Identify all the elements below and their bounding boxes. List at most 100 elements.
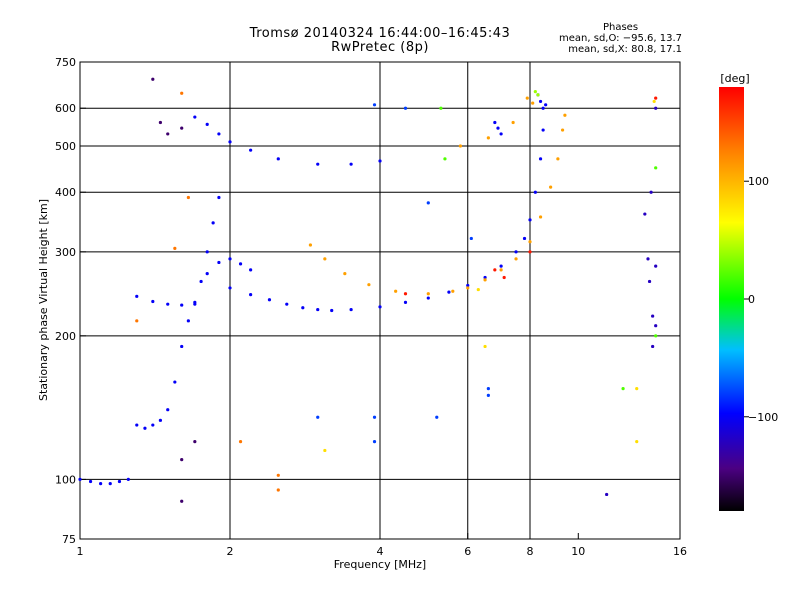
data-point — [654, 166, 658, 170]
data-point — [99, 481, 103, 486]
y-tick-label: 75 — [62, 533, 76, 546]
data-point — [426, 201, 430, 205]
data-point — [493, 120, 497, 125]
data-point — [486, 387, 490, 391]
data-point — [643, 212, 647, 216]
y-tick-label: 500 — [55, 140, 76, 153]
y-tick-label: 400 — [55, 186, 76, 199]
data-point — [205, 122, 209, 126]
data-point — [556, 157, 560, 161]
data-point — [394, 289, 398, 293]
data-point — [249, 293, 253, 297]
data-point — [372, 415, 377, 419]
x-tick-label: 1 — [77, 545, 84, 558]
data-point — [316, 162, 320, 166]
data-point — [180, 91, 184, 95]
phase-stats-heading: Phases — [602, 22, 639, 33]
y-tick-label: 300 — [55, 246, 76, 259]
data-point — [323, 257, 327, 261]
data-point — [205, 250, 209, 254]
data-point — [499, 132, 503, 136]
data-point — [180, 458, 184, 462]
data-point — [652, 99, 656, 104]
axis-ticks: 1 2 4 6 8 10 16 75 100 200 300 400 500 600 750 — [55, 56, 687, 558]
data-point — [186, 319, 190, 323]
data-point — [426, 292, 430, 296]
data-point — [654, 106, 658, 110]
x-tick-label: 6 — [464, 545, 471, 558]
data-point — [651, 344, 655, 349]
data-point — [511, 120, 515, 125]
data-point — [205, 272, 209, 276]
data-point — [180, 499, 184, 503]
data-point — [635, 387, 639, 391]
data-point — [173, 380, 177, 384]
data-point — [522, 236, 527, 241]
colorbar-ticks: 100 0 −100 — [744, 175, 778, 424]
data-point — [267, 298, 272, 302]
data-point — [249, 148, 253, 152]
data-point — [316, 307, 320, 312]
x-axis-label: Frequency [MHz] — [334, 558, 426, 571]
data-point — [651, 314, 655, 318]
x-tick-label: 4 — [377, 545, 384, 558]
data-point — [533, 90, 537, 94]
data-point — [180, 303, 184, 307]
x-tick-label: 8 — [527, 545, 534, 558]
data-point — [447, 290, 451, 294]
data-point — [403, 106, 408, 110]
data-point — [654, 334, 658, 338]
data-point — [483, 278, 487, 282]
x-tick-label: 2 — [227, 545, 234, 558]
data-point — [403, 292, 408, 296]
data-point — [285, 302, 289, 306]
data-point — [228, 286, 232, 290]
data-point — [126, 477, 130, 482]
grid — [80, 62, 680, 539]
data-point — [349, 162, 353, 166]
data-point — [166, 132, 170, 136]
colorbar-label: [deg] — [720, 72, 749, 85]
data-point — [276, 473, 280, 477]
data-points — [78, 77, 658, 503]
data-point — [563, 113, 567, 117]
data-point — [466, 283, 470, 288]
data-point — [199, 279, 203, 284]
data-point — [301, 306, 305, 310]
y-tick-label: 100 — [55, 473, 76, 486]
data-point — [378, 305, 382, 309]
data-point — [143, 426, 147, 430]
data-point — [654, 324, 658, 328]
data-point — [151, 77, 155, 81]
data-point — [528, 250, 532, 254]
data-point — [211, 221, 215, 225]
data-point — [249, 268, 253, 272]
y-tick-label: 600 — [55, 102, 76, 115]
data-point — [108, 481, 112, 486]
data-point — [605, 492, 609, 497]
phase-stats: Phases mean, sd,O: −95.6, 13.7 mean, sd,… — [559, 22, 682, 55]
data-point — [483, 275, 487, 280]
colorbar-tick-label: 0 — [748, 293, 755, 306]
data-point — [78, 477, 82, 482]
data-point — [173, 246, 177, 250]
data-point — [166, 408, 170, 412]
chart-subtitle: RwPretec (8p) — [331, 40, 429, 55]
data-point — [654, 264, 658, 268]
data-point — [533, 190, 537, 194]
data-point — [372, 103, 377, 107]
data-point — [276, 488, 280, 492]
data-point — [238, 440, 243, 444]
y-tick-label: 750 — [55, 56, 76, 69]
data-point — [158, 418, 163, 422]
data-point — [538, 157, 543, 161]
data-point — [538, 99, 543, 104]
data-point — [367, 283, 371, 287]
data-point — [439, 106, 443, 110]
data-point — [238, 262, 243, 266]
data-point — [514, 250, 518, 254]
colorbar — [719, 87, 744, 511]
data-point — [528, 240, 532, 244]
data-point — [514, 257, 518, 261]
